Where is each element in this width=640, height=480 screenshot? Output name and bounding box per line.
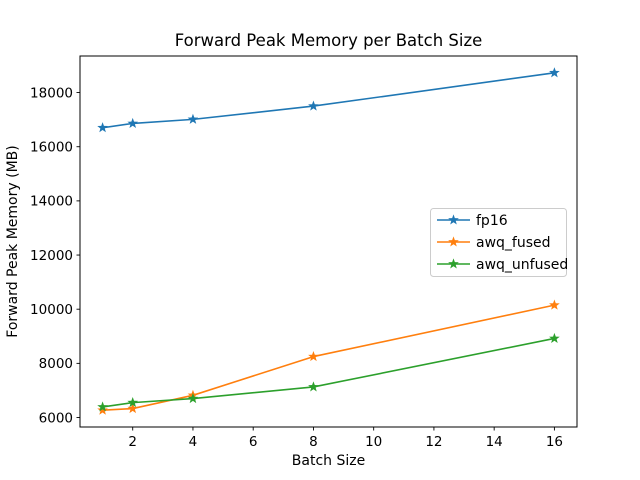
data-point-fp16 xyxy=(549,67,560,78)
legend-item-awq_unfused: awq_unfused xyxy=(437,257,568,273)
data-point-fp16 xyxy=(187,113,199,124)
legend-label: fp16 xyxy=(476,213,508,229)
series-line-fp16 xyxy=(101,71,556,129)
y-tick-label: 18000 xyxy=(30,85,73,101)
axes-frame xyxy=(79,55,578,428)
x-tick-label: 6 xyxy=(249,434,258,450)
legend-marker-star-icon xyxy=(448,236,459,247)
x-tick-label: 8 xyxy=(309,434,318,450)
data-point-fp16 xyxy=(127,117,139,128)
legend-marker-star-icon xyxy=(448,258,459,269)
data-point-awq_fused xyxy=(549,299,560,310)
data-point-awq_fused xyxy=(97,404,108,415)
data-point-awq_fused xyxy=(127,402,139,414)
y-tick-label: 10000 xyxy=(30,302,73,318)
y-tick-label: 16000 xyxy=(30,140,73,156)
data-point-awq_unfused xyxy=(97,401,108,412)
y-tick-label: 12000 xyxy=(30,248,73,264)
y-tick-label: 6000 xyxy=(39,410,73,426)
x-tick-label: 2 xyxy=(128,434,137,450)
x-tick-label: 4 xyxy=(189,434,198,450)
y-axis-label: Forward Peak Memory (MB) xyxy=(5,145,21,337)
legend-label: awq_unfused xyxy=(476,257,568,273)
legend-box xyxy=(430,208,567,277)
legend-label: awq_fused xyxy=(476,235,551,251)
data-point-awq_unfused xyxy=(187,392,199,404)
legend-item-fp16: fp16 xyxy=(437,213,508,229)
series-line-awq_fused xyxy=(101,304,556,412)
data-point-awq_unfused xyxy=(127,397,139,408)
legend: fp16 awq_fused awq_unfused xyxy=(430,208,568,277)
y-tick-label: 14000 xyxy=(30,194,73,210)
data-point-awq_unfused xyxy=(308,381,319,392)
plot-area: 2 4 6 8 10 12 14 16 6000 8000 10000 12000 14000 16000… xyxy=(30,55,578,450)
y-tick-label: 8000 xyxy=(39,356,73,372)
x-axis-label: Batch Size xyxy=(292,453,365,469)
x-tick-label: 14 xyxy=(486,434,503,450)
data-point-awq_unfused xyxy=(549,332,560,343)
x-tick-label: 12 xyxy=(425,434,442,450)
series-line-awq_unfused xyxy=(101,337,556,408)
legend-item-awq_fused: awq_fused xyxy=(437,235,551,251)
chart-title: Forward Peak Memory per Batch Size xyxy=(175,31,483,50)
data-point-fp16 xyxy=(97,122,108,133)
data-point-fp16 xyxy=(308,100,319,111)
legend-marker-star-icon xyxy=(448,214,459,225)
x-tick-label: 10 xyxy=(365,434,382,450)
x-tick-label: 16 xyxy=(546,434,563,450)
data-point-awq_fused xyxy=(308,350,319,362)
